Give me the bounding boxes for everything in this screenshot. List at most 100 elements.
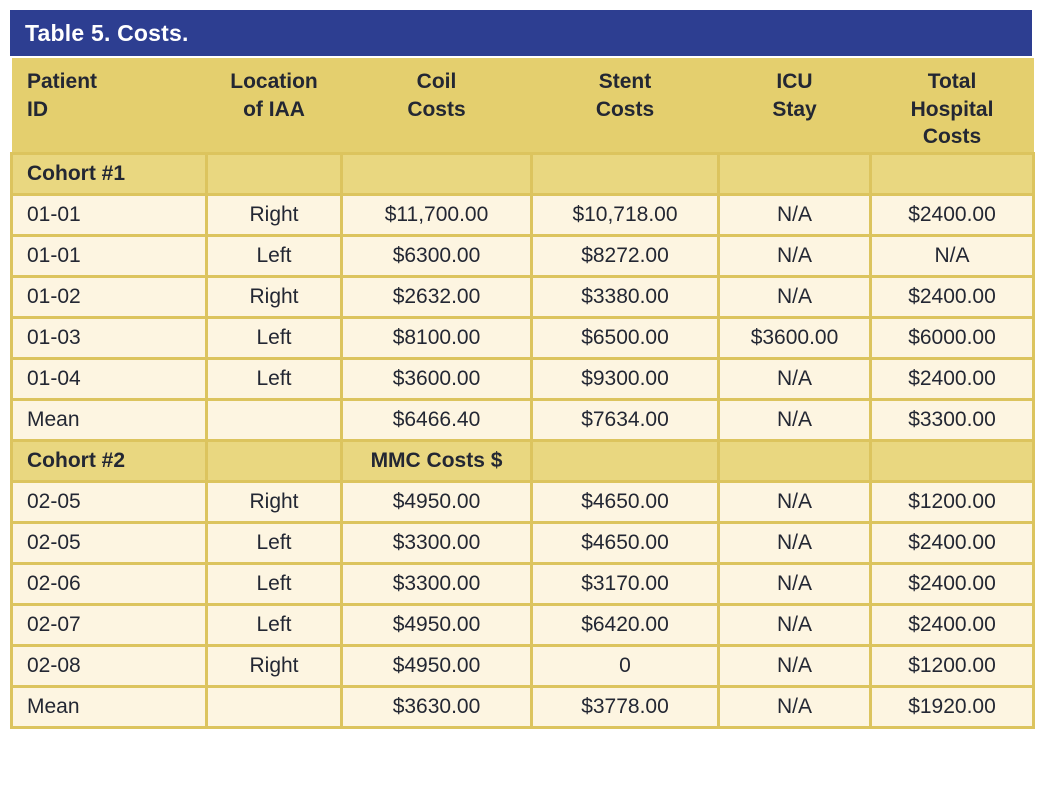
table-cell: $1200.00 xyxy=(869,480,1035,524)
table-cell: $3380.00 xyxy=(530,275,720,319)
table-cell: 01-03 xyxy=(10,316,208,360)
section-cell xyxy=(205,152,343,196)
costs-table: Patient ID Location of IAA Coil Costs Stent… xyxy=(10,56,1035,729)
table-cell: $8100.00 xyxy=(340,316,533,360)
section-cell xyxy=(717,439,872,483)
table-row: Mean $3630.00 $3778.00 N/A $1920.00 xyxy=(10,685,1035,729)
column-header-patient-id: Patient ID xyxy=(11,57,207,155)
table-row: 02-08 Right $4950.00 0 N/A $1200.00 xyxy=(10,644,1035,688)
table-cell: N/A xyxy=(717,603,872,647)
table-cell: 01-01 xyxy=(10,234,208,278)
column-header-location-of-iaa: Location of IAA xyxy=(206,57,342,155)
table-cell: N/A xyxy=(717,398,872,442)
table-cell: $3300.00 xyxy=(340,562,533,606)
table-cell: $6500.00 xyxy=(530,316,720,360)
table-cell: $3170.00 xyxy=(530,562,720,606)
cohort-label-cell: Cohort #1 xyxy=(10,152,208,196)
cohort-label-cell: Cohort #2 xyxy=(10,439,208,483)
table-cell: $3630.00 xyxy=(340,685,533,729)
table-cell: $4950.00 xyxy=(340,480,533,524)
table-cell: 02-05 xyxy=(10,521,208,565)
table-cell: $6466.40 xyxy=(340,398,533,442)
table-row: 02-06 Left $3300.00 $3170.00 N/A $2400.00 xyxy=(10,562,1035,606)
table-cell: $3300.00 xyxy=(869,398,1035,442)
table-cell: Left xyxy=(205,562,343,606)
table-cell: Right xyxy=(205,193,343,237)
table-cell: Right xyxy=(205,275,343,319)
table-cell: $3600.00 xyxy=(717,316,872,360)
table-cell: $2632.00 xyxy=(340,275,533,319)
table-cell: Mean xyxy=(10,685,208,729)
column-header-coil-costs: Coil Costs xyxy=(341,57,532,155)
table-row: 02-05 Left $3300.00 $4650.00 N/A $2400.00 xyxy=(10,521,1035,565)
section-cell xyxy=(869,152,1035,196)
table-cell: 0 xyxy=(530,644,720,688)
table-cell: $6000.00 xyxy=(869,316,1035,360)
section-cell xyxy=(717,152,872,196)
table-cell: $1920.00 xyxy=(869,685,1035,729)
section-cell xyxy=(205,439,343,483)
table-cell: N/A xyxy=(717,521,872,565)
table-cell: 01-04 xyxy=(10,357,208,401)
table-cell: $3600.00 xyxy=(340,357,533,401)
section-cell xyxy=(530,152,720,196)
table-header: Patient ID Location of IAA Coil Costs Stent… xyxy=(11,57,1034,155)
table-cell: $11,700.00 xyxy=(340,193,533,237)
table-cell: N/A xyxy=(717,275,872,319)
table-cell: N/A xyxy=(717,685,872,729)
table-cell: $8272.00 xyxy=(530,234,720,278)
table-cell: $4950.00 xyxy=(340,603,533,647)
section-row: Cohort #2 MMC Costs $ xyxy=(10,439,1035,483)
table-cell: Right xyxy=(205,480,343,524)
table-cell: Left xyxy=(205,521,343,565)
table-cell: 02-05 xyxy=(10,480,208,524)
table-cell: 02-07 xyxy=(10,603,208,647)
table-cell: $2400.00 xyxy=(869,357,1035,401)
table-cell: $4950.00 xyxy=(340,644,533,688)
table-cell: N/A xyxy=(717,644,872,688)
table-row: 02-07 Left $4950.00 $6420.00 N/A $2400.00 xyxy=(10,603,1035,647)
table-body: Cohort #1 01-01 Right $11,700.00 $10,718.00 N… xyxy=(10,152,1035,729)
table-cell: $9300.00 xyxy=(530,357,720,401)
table-cell: $3778.00 xyxy=(530,685,720,729)
section-note-cell: MMC Costs $ xyxy=(340,439,533,483)
table-cell: Right xyxy=(205,644,343,688)
section-row: Cohort #1 xyxy=(10,152,1035,196)
table-cell: $6420.00 xyxy=(530,603,720,647)
table-cell xyxy=(205,398,343,442)
table-row: 01-01 Right $11,700.00 $10,718.00 N/A $2400.0… xyxy=(10,193,1035,237)
table-cell: N/A xyxy=(717,562,872,606)
table-cell: 01-01 xyxy=(10,193,208,237)
table-cell: $7634.00 xyxy=(530,398,720,442)
table-title: Table 5. Costs. xyxy=(25,19,189,46)
table-cell: N/A xyxy=(717,193,872,237)
section-cell xyxy=(869,439,1035,483)
table-cell: $6300.00 xyxy=(340,234,533,278)
table-cell: Left xyxy=(205,603,343,647)
table-cell: $2400.00 xyxy=(869,275,1035,319)
table-cell xyxy=(205,685,343,729)
table-cell: $4650.00 xyxy=(530,521,720,565)
table-cell: N/A xyxy=(717,357,872,401)
column-header-stent-costs: Stent Costs xyxy=(531,57,719,155)
table-cell: $2400.00 xyxy=(869,521,1035,565)
header-row: Patient ID Location of IAA Coil Costs Stent… xyxy=(11,57,1034,155)
section-cell xyxy=(340,152,533,196)
table-cell: N/A xyxy=(869,234,1035,278)
table-cell: Left xyxy=(205,357,343,401)
column-header-total-hospital-costs: Total Hospital Costs xyxy=(870,57,1034,155)
table-cell: $2400.00 xyxy=(869,603,1035,647)
table-cell: N/A xyxy=(717,480,872,524)
table-cell: $2400.00 xyxy=(869,562,1035,606)
table-cell: 02-06 xyxy=(10,562,208,606)
table-cell: $10,718.00 xyxy=(530,193,720,237)
table-cell: 01-02 xyxy=(10,275,208,319)
table-cell: Mean xyxy=(10,398,208,442)
table-title-bar: Table 5. Costs. xyxy=(10,10,1032,56)
table-cell: $4650.00 xyxy=(530,480,720,524)
table-row: 01-04 Left $3600.00 $9300.00 N/A $2400.00 xyxy=(10,357,1035,401)
table-row: 01-01 Left $6300.00 $8272.00 N/A N/A xyxy=(10,234,1035,278)
table-cell: Left xyxy=(205,316,343,360)
table-cell: N/A xyxy=(717,234,872,278)
